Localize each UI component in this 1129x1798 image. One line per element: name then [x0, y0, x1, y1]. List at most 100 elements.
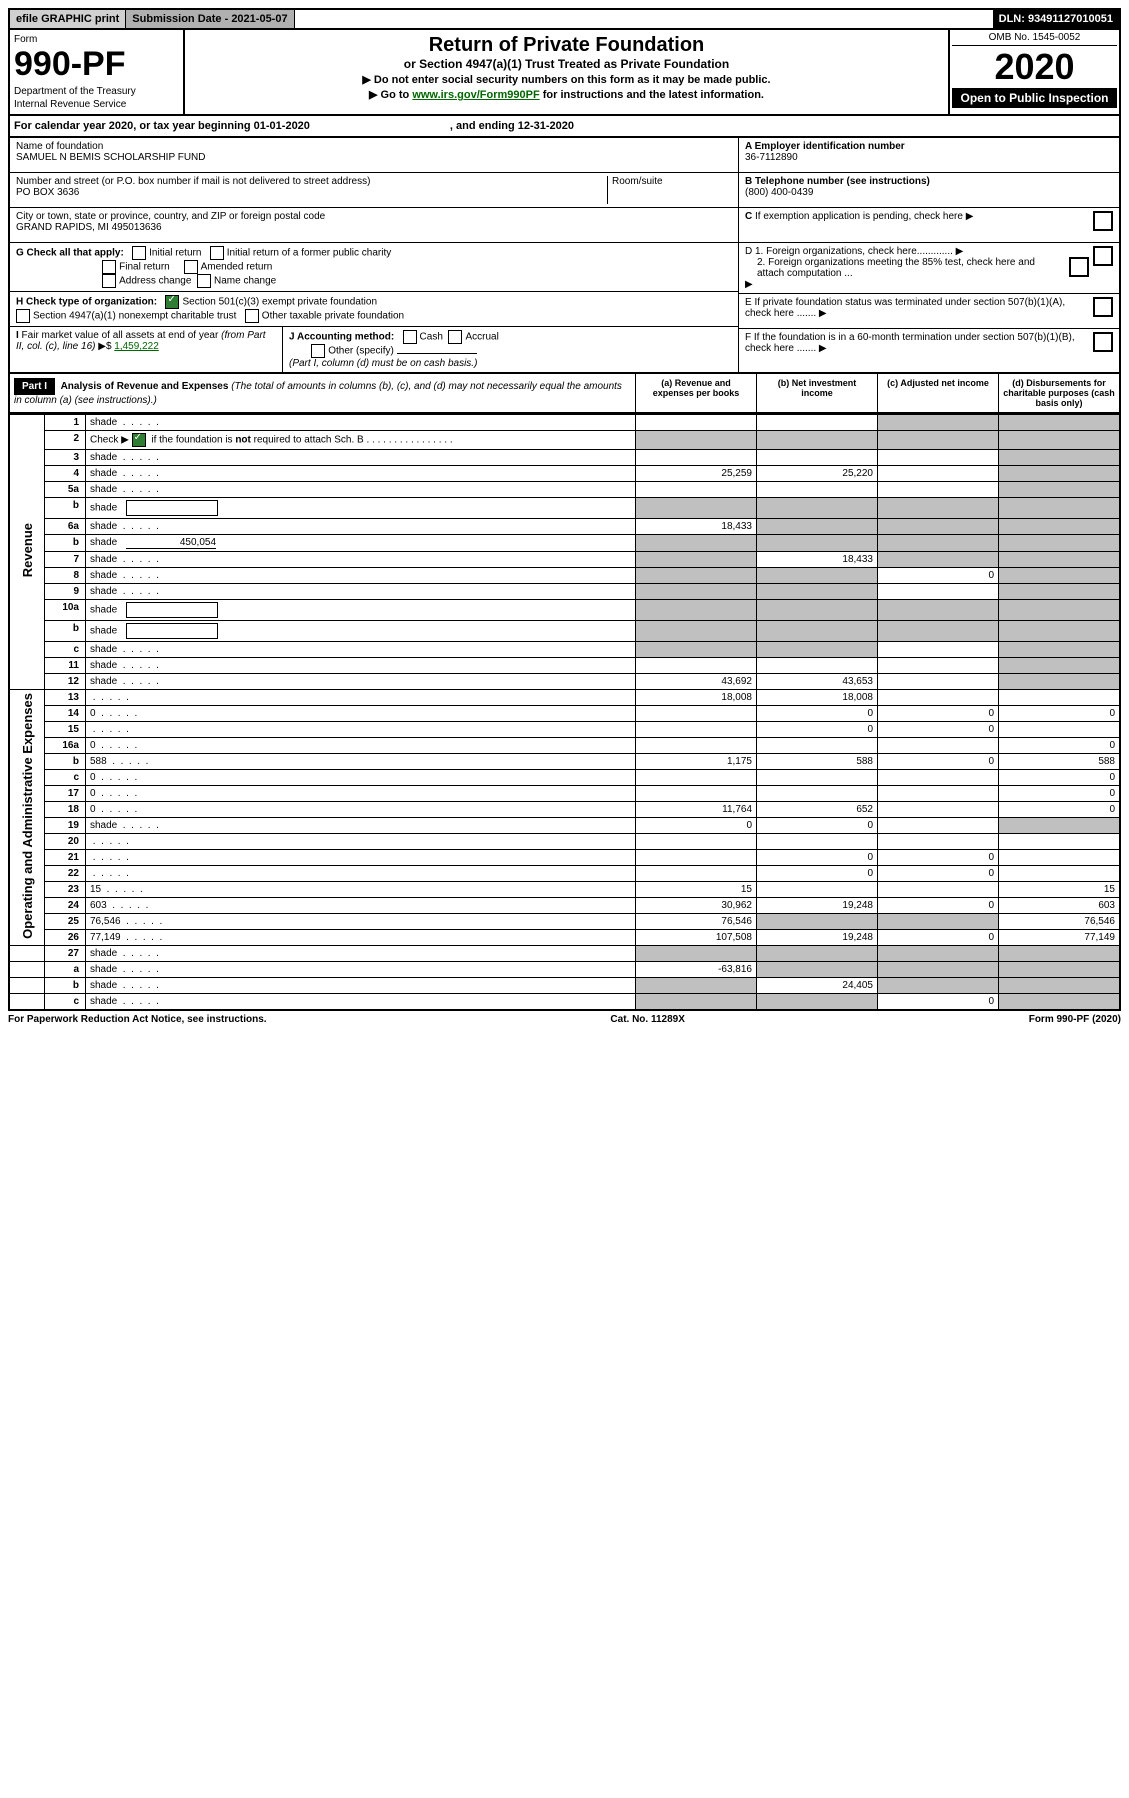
- line-desc: Check ▶ if the foundation is not require…: [86, 431, 636, 450]
- line-desc: shade . . . . .: [86, 658, 636, 674]
- cell-a: [636, 431, 757, 450]
- checkbox-501c3[interactable]: [165, 295, 179, 309]
- table-row: 16a0 . . . . .0: [9, 738, 1120, 754]
- table-row: cshade . . . . .: [9, 642, 1120, 658]
- line-desc: shade . . . . .: [86, 519, 636, 535]
- cell-c: [878, 674, 999, 690]
- checkbox-other-taxable[interactable]: [245, 309, 259, 323]
- cal-year-pre: For calendar year 2020, or tax year begi…: [14, 120, 310, 132]
- line-number: c: [45, 994, 86, 1011]
- checkbox-c[interactable]: [1093, 211, 1113, 231]
- cell-c: [878, 738, 999, 754]
- cell-a: [636, 706, 757, 722]
- cell-b: 43,653: [757, 674, 878, 690]
- cell-d: [999, 674, 1121, 690]
- g-name-change: Name change: [214, 276, 276, 287]
- cell-b: [757, 770, 878, 786]
- checkbox-e[interactable]: [1093, 297, 1113, 317]
- j-other: Other (specify): [328, 346, 394, 357]
- c-label: If exemption application is pending, che…: [755, 211, 963, 222]
- cell-b: [757, 834, 878, 850]
- cell-c: 0: [878, 850, 999, 866]
- line-number: 2: [45, 431, 86, 450]
- ij-row: I Fair market value of all assets at end…: [10, 326, 738, 372]
- table-row: 20 . . . . .: [9, 834, 1120, 850]
- line-desc: shade . . . . .: [86, 962, 636, 978]
- table-row: 11shade . . . . .: [9, 658, 1120, 674]
- line-number: 4: [45, 466, 86, 482]
- form-header: Form 990-PF Department of the Treasury I…: [8, 30, 1121, 116]
- cell-a: [636, 535, 757, 552]
- cell-d: [999, 722, 1121, 738]
- checkbox-initial[interactable]: [132, 246, 146, 260]
- cell-d: [999, 431, 1121, 450]
- line-number: 6a: [45, 519, 86, 535]
- h-trust: Section 4947(a)(1) nonexempt charitable …: [33, 311, 236, 322]
- cell-d: [999, 552, 1121, 568]
- cell-d: [999, 978, 1121, 994]
- line-number: 22: [45, 866, 86, 882]
- line-number: b: [45, 535, 86, 552]
- cell-b: [757, 786, 878, 802]
- line-number: 9: [45, 584, 86, 600]
- table-row: 4shade . . . . .25,25925,220: [9, 466, 1120, 482]
- checkbox-accrual[interactable]: [448, 330, 462, 344]
- checkbox-f[interactable]: [1093, 332, 1113, 352]
- cell-a: 15: [636, 882, 757, 898]
- checkbox-amended[interactable]: [184, 260, 198, 274]
- room-label: Room/suite: [607, 176, 732, 204]
- f-label: F If the foundation is in a 60-month ter…: [745, 332, 1075, 354]
- cell-a: 25,259: [636, 466, 757, 482]
- checkbox-addr-change[interactable]: [102, 274, 116, 288]
- submission-date: Submission Date - 2021-05-07: [126, 10, 294, 28]
- cell-b: 0: [757, 706, 878, 722]
- cell-a: [636, 786, 757, 802]
- checkbox-final[interactable]: [102, 260, 116, 274]
- form-link[interactable]: www.irs.gov/Form990PF: [412, 89, 539, 101]
- cell-d: [999, 450, 1121, 466]
- cell-d: [999, 482, 1121, 498]
- checkbox-initial-former[interactable]: [210, 246, 224, 260]
- line-desc: shade . . . . .: [86, 674, 636, 690]
- cell-b: [757, 431, 878, 450]
- cell-d: 76,546: [999, 914, 1121, 930]
- line-desc: . . . . .: [86, 866, 636, 882]
- cell-b: 0: [757, 818, 878, 834]
- table-row: c0 . . . . .0: [9, 770, 1120, 786]
- checkbox-name-change[interactable]: [197, 274, 211, 288]
- line-desc: shade . . . . .: [86, 642, 636, 658]
- cell-a: 11,764: [636, 802, 757, 818]
- table-row: 15 . . . . .00: [9, 722, 1120, 738]
- line-desc: shade . . . . .: [86, 415, 636, 431]
- cell-b: 0: [757, 722, 878, 738]
- table-row: 8shade . . . . .0: [9, 568, 1120, 584]
- cell-a: [636, 568, 757, 584]
- cell-b: [757, 962, 878, 978]
- table-row: 6ashade . . . . .18,433: [9, 519, 1120, 535]
- section-blank: [9, 962, 45, 978]
- table-row: 3shade . . . . .: [9, 450, 1120, 466]
- footer-right: Form 990-PF (2020): [1029, 1014, 1121, 1025]
- instr-2: ▶ Go to www.irs.gov/Form990PF for instru…: [189, 88, 944, 101]
- tax-year: 2020: [952, 46, 1117, 88]
- omb-number: OMB No. 1545-0052: [952, 32, 1117, 46]
- checkbox-cash[interactable]: [403, 330, 417, 344]
- cell-c: [878, 498, 999, 519]
- efile-label: efile GRAPHIC print: [10, 10, 126, 28]
- checkbox-d1[interactable]: [1093, 246, 1113, 266]
- ein-row: A Employer identification number 36-7112…: [739, 138, 1119, 173]
- checkbox-other-method[interactable]: [311, 344, 325, 358]
- city: GRAND RAPIDS, MI 495013636: [16, 222, 732, 233]
- table-row: b588 . . . . .1,1755880588: [9, 754, 1120, 770]
- line-desc: shade . . . . .: [86, 568, 636, 584]
- line-desc: shade . . . . .: [86, 450, 636, 466]
- checkbox-d2[interactable]: [1069, 257, 1089, 277]
- cell-c: [878, 658, 999, 674]
- h-c3: Section 501(c)(3) exempt private foundat…: [182, 297, 377, 308]
- cell-c: 0: [878, 930, 999, 946]
- j-cash: Cash: [420, 332, 443, 343]
- checkbox-4947[interactable]: [16, 309, 30, 323]
- city-label: City or town, state or province, country…: [16, 211, 732, 222]
- col-b-header: (b) Net investment income: [756, 374, 877, 412]
- cell-c: [878, 786, 999, 802]
